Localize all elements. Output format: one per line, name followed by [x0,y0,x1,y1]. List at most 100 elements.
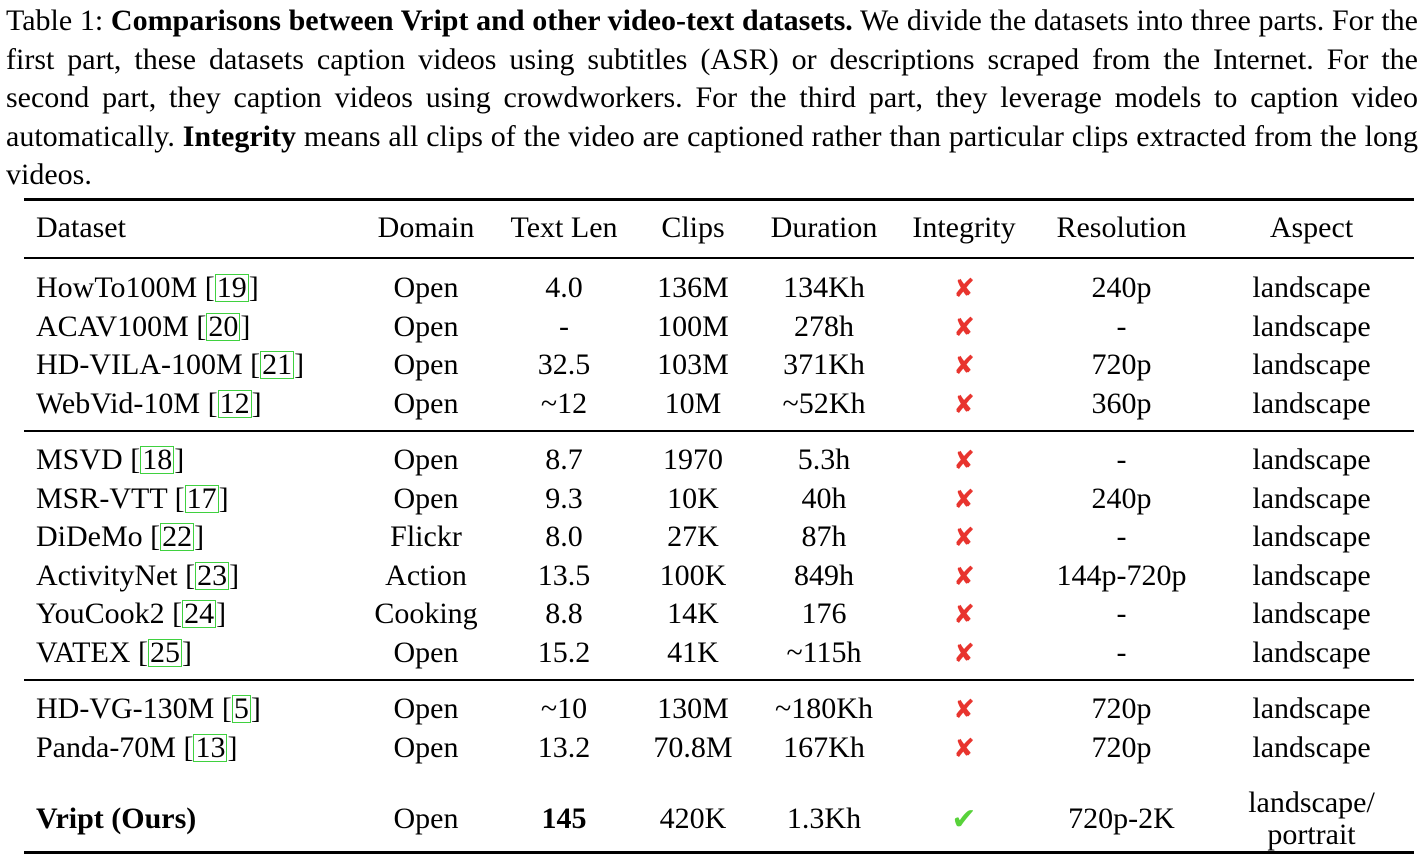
clips-cell: 420K [659,802,727,835]
duration-cell: ~115h [786,635,862,669]
citation-link[interactable]: 5 [231,692,251,726]
integrity-cell: ✘ [894,441,1034,480]
aspect-cell: landscape [1252,597,1371,631]
caption-text-1: We divide the datasets into three parts.… [6,4,1418,153]
citation-link[interactable]: 25 [147,635,182,669]
dataset-name: HowTo100M [36,271,198,305]
group-1-rule [24,430,1414,432]
text-len-cell: 8.0 [545,520,583,554]
table-row: HD-VILA-100M [21] Open 32.5 103M 371Kh ✘ 720p l… [24,346,1414,385]
text-len-cell: ~12 [540,386,588,420]
domain-cell: Open [393,730,459,764]
integrity-cell: ✘ [894,557,1034,596]
integrity-cell: ✘ [894,595,1034,634]
dataset-cell: WebVid-10M [12] [36,386,262,420]
domain-cell: Flickr [390,520,462,554]
duration-cell: 134Kh [783,271,865,305]
clips-cell: 27K [667,520,719,554]
header-resolution: Resolution [1056,211,1187,244]
text-len-cell: 9.3 [545,481,583,515]
dataset-name: MSVD [36,443,123,477]
citation-link[interactable]: 22 [160,520,195,554]
integrity-cell: ✘ [894,634,1034,673]
table-row: ACAV100M [20] Open - 100M 278h ✘ - landscape [24,308,1414,347]
clips-cell: 130M [657,692,729,726]
cross-icon: ✘ [953,274,975,305]
cross-icon: ✘ [953,638,975,669]
clips-cell: 100K [659,558,727,592]
aspect-cell: landscape [1252,348,1371,382]
dataset-name: VATEX [36,635,131,669]
cross-icon: ✘ [953,312,975,343]
text-len-cell: 15.2 [537,635,591,669]
domain-cell: Open [393,635,459,669]
clips-cell: 10M [664,386,722,420]
dataset-cell: ACAV100M [20] [36,309,251,343]
cross-icon: ✘ [953,484,975,515]
integrity-cell: ✘ [894,269,1034,308]
aspect-cell: landscape [1252,692,1371,726]
dataset-name: ActivityNet [36,558,178,592]
aspect-cell: landscape [1252,730,1371,764]
resolution-cell: 240p [1091,271,1152,305]
text-len-cell: 145 [541,802,587,835]
citation-link[interactable]: 23 [195,558,230,592]
header-clips: Clips [661,211,725,244]
dataset-name: Panda-70M [36,730,176,764]
bottom-rule [24,851,1414,854]
clips-cell: 41K [667,635,719,669]
integrity-cell: ✘ [894,308,1034,347]
header-aspect: Aspect [1269,211,1354,244]
group-2-rule [24,679,1414,681]
cross-icon: ✘ [953,523,975,554]
aspect-line-2: portrait [1267,817,1356,851]
citation-link[interactable]: 17 [184,481,219,515]
citation-link[interactable]: 12 [217,386,252,420]
caption-text-2: means all clips of the video are caption… [6,119,1419,192]
clips-cell: 136M [657,271,729,305]
domain-cell: Open [393,443,459,477]
resolution-cell: - [1116,597,1127,631]
resolution-cell: 720p [1091,730,1152,764]
dataset-cell: Vript (Ours) [36,802,197,835]
dataset-cell: DiDeMo [22] [36,520,205,554]
duration-cell: 278h [794,309,854,343]
dataset-name: WebVid-10M [36,386,201,420]
aspect-line-1: landscape/ [1248,785,1375,819]
citation-link[interactable]: 19 [214,271,249,305]
text-len-cell: 8.7 [545,443,583,477]
table-row: HowTo100M [19] Open 4.0 136M 134Kh ✘ 240p lands… [24,269,1414,308]
citation-link[interactable]: 21 [260,348,295,382]
aspect-cell: landscape [1252,386,1371,420]
resolution-cell: - [1116,635,1127,669]
citation-link[interactable]: 13 [193,730,228,764]
table-caption: Table 1: Comparisons between Vript and o… [6,2,1418,195]
domain-cell: Open [393,271,459,305]
domain-cell: Open [393,481,459,515]
text-len-cell: - [559,309,569,343]
citation-link[interactable]: 24 [182,597,217,631]
clips-cell: 103M [657,348,729,382]
resolution-cell: - [1116,520,1127,554]
integrity-cell: ✘ [894,385,1034,424]
citation-link[interactable]: 18 [140,443,175,477]
dataset-name: DiDeMo [36,520,143,554]
text-len-cell: 8.8 [545,597,583,631]
dataset-name: HD-VG-130M [36,692,215,726]
domain-cell: Action [385,558,467,592]
resolution-cell: 720p [1091,348,1152,382]
clips-cell: 10K [667,481,719,515]
clips-cell: 70.8M [653,730,733,764]
clips-cell: 100M [657,309,729,343]
caption-title: Comparisons between Vript and other vide… [110,4,853,37]
citation-link[interactable]: 20 [206,309,241,343]
integrity-cell: ✘ [894,346,1034,385]
text-len-cell: 13.5 [537,558,591,592]
check-icon: ✔ [951,801,977,837]
domain-cell: Open [393,692,459,726]
table-row: ActivityNet [23] Action 13.5 100K 849h ✘ 144p-… [24,557,1414,596]
text-len-cell: 32.5 [537,348,591,382]
domain-cell: Open [393,802,459,835]
aspect-cell: landscape [1252,443,1371,477]
text-len-cell: 4.0 [545,271,583,305]
